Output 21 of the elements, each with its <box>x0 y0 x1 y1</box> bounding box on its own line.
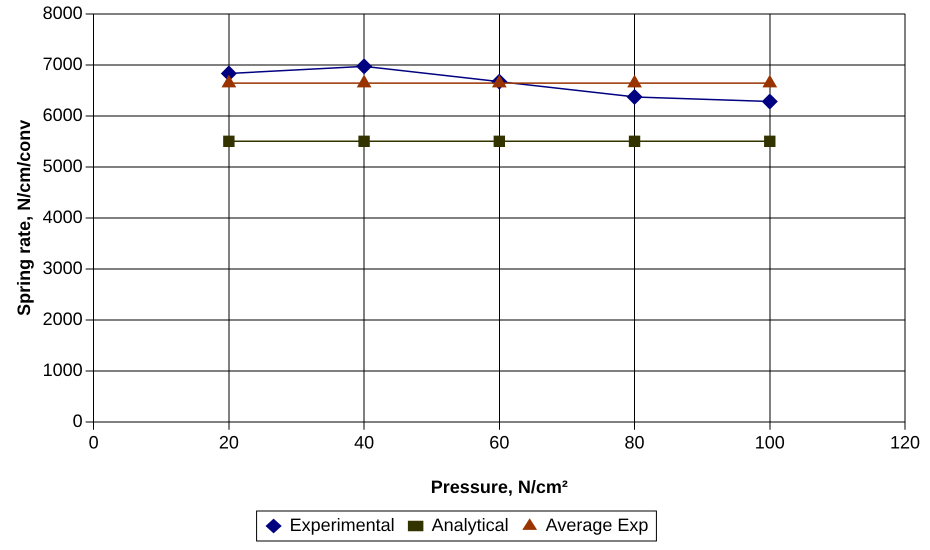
y-tick-label: 2000 <box>42 308 83 329</box>
x-tick-label: 60 <box>489 432 510 453</box>
y-tick-label: 6000 <box>42 104 83 125</box>
x-axis-title: Pressure, N/cm² <box>430 477 568 498</box>
y-tick-label: 4000 <box>42 206 83 227</box>
x-tick-label: 120 <box>890 432 920 453</box>
legend-label: Analytical <box>432 514 509 535</box>
legend-label: Average Exp <box>546 514 648 535</box>
y-tick-label: 5000 <box>42 156 83 176</box>
x-tick-label: 100 <box>754 432 785 453</box>
y-tick-label: 0 <box>72 410 83 431</box>
y-tick-label: 7000 <box>42 54 83 74</box>
x-tick-label: 20 <box>218 432 239 453</box>
x-tick-label: 40 <box>354 432 374 453</box>
y-tick-label: 3000 <box>42 258 83 278</box>
x-tick-label: 80 <box>624 432 645 453</box>
y-tick-label: 8000 <box>42 2 83 23</box>
legend-label: Experimental <box>290 514 395 535</box>
x-tick-label: 0 <box>88 432 99 453</box>
y-tick-label: 1000 <box>42 360 83 380</box>
y-axis-title: Spring rate, N/cm/conv <box>14 120 34 316</box>
